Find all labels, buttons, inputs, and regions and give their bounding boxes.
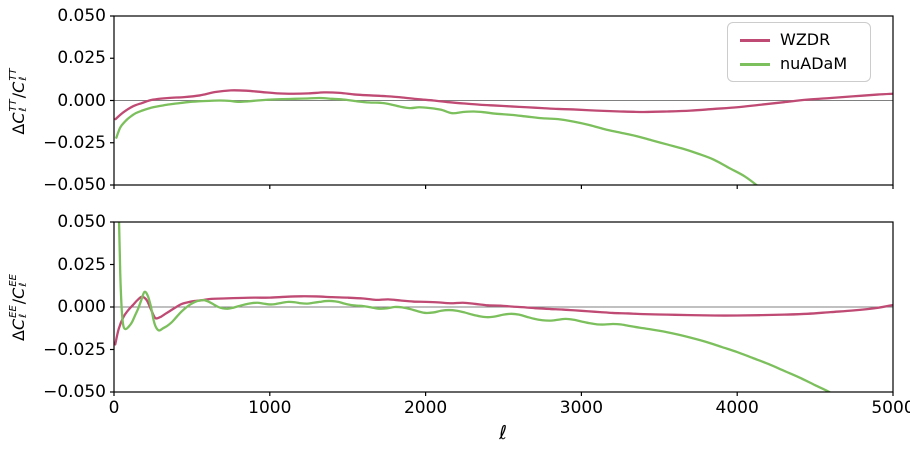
ylabel-c2: C xyxy=(8,81,28,93)
y-tick-label: −0.050 xyxy=(43,175,106,195)
ylabel-c2: C xyxy=(8,287,28,299)
ylabel-delta: Δ xyxy=(8,330,28,341)
y-tick-label: 0.000 xyxy=(57,90,106,111)
x-tick-label: 3000 xyxy=(559,398,604,418)
ylabel-c: C xyxy=(8,112,28,124)
legend-item-nuadam: nuADaM xyxy=(740,56,858,72)
legend-item-wzdr: WZDR xyxy=(740,32,858,48)
nuadam-line-swatch xyxy=(740,62,770,66)
ylabel-supsub2: EE ℓ xyxy=(7,274,30,287)
x-tick-label: 2000 xyxy=(403,398,448,418)
x-tick-label: 1000 xyxy=(248,398,292,418)
x-axis-label: ℓ xyxy=(499,422,507,444)
ylabel-supsub2: TT ℓ xyxy=(7,68,30,81)
y-tick-label: −0.025 xyxy=(43,132,106,153)
y-tick-label: 0.000 xyxy=(57,297,106,317)
legend-label-wzdr: WZDR xyxy=(780,30,831,49)
y-tick-label: 0.025 xyxy=(57,48,106,69)
wzdr-line-swatch xyxy=(740,38,770,42)
x-tick-label: 0 xyxy=(108,398,120,418)
series-line-nuadam xyxy=(115,96,759,185)
y-tick-label: −0.025 xyxy=(43,339,106,360)
y-tick-label: −0.050 xyxy=(43,382,106,402)
series-line-wzdr xyxy=(114,89,893,121)
ylabel-delta: Δ xyxy=(8,123,28,135)
series-line-wzdr xyxy=(114,295,893,346)
x-tick-label: 4000 xyxy=(715,398,759,418)
series-line-nuadam xyxy=(117,222,832,392)
y-tick-label: 0.025 xyxy=(57,254,106,275)
y-tick-label: 0.050 xyxy=(57,6,106,26)
x-tick-label: 5000 xyxy=(871,398,910,418)
ylabel-c: C xyxy=(8,318,28,331)
legend: WZDR nuADaM xyxy=(727,22,871,82)
legend-label-nuadam: nuADaM xyxy=(780,54,848,73)
y-tick-label: 0.050 xyxy=(57,212,106,232)
